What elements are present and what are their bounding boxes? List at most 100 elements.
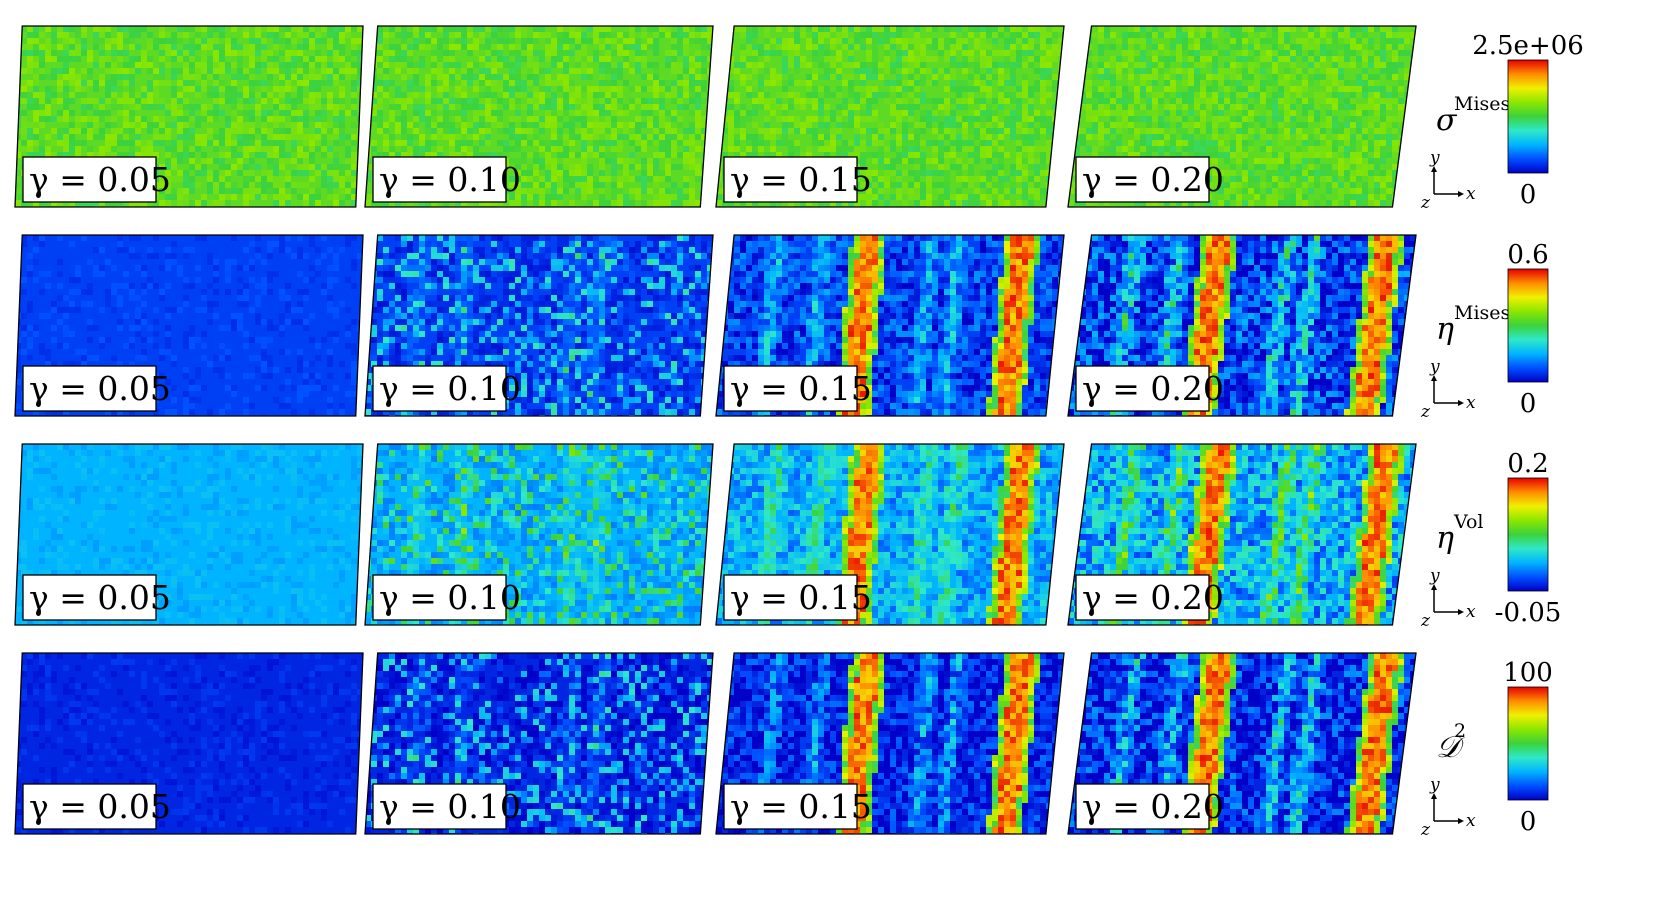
row-3: γ = 0.05 γ = 0.10 γ = 0.15 γ = 0.20 η Vol 0.2 -… — [14, 443, 1562, 631]
colorbar — [1507, 59, 1549, 174]
strain-label: γ = 0.10 — [379, 160, 521, 199]
axis-x-label: x — [1466, 184, 1476, 204]
strain-label-box — [22, 365, 157, 412]
strain-label: γ = 0.05 — [29, 160, 171, 199]
panel-r1-c2: γ = 0.10 — [364, 25, 714, 208]
panel-r3-c4: γ = 0.20 — [1067, 443, 1417, 626]
panel-r4-c2: γ = 0.10 — [364, 652, 714, 835]
quantity-label: η — [1436, 521, 1454, 556]
strain-label: γ = 0.05 — [29, 787, 171, 826]
axis-y-label: y — [1429, 566, 1440, 586]
panel-outline — [14, 234, 364, 417]
strain-label: γ = 0.05 — [29, 369, 171, 408]
panel-outline — [364, 234, 714, 417]
panel-r4-c1: γ = 0.05 — [14, 652, 364, 835]
strain-label: γ = 0.20 — [1082, 787, 1224, 826]
quantity-superscript: Mises — [1454, 93, 1510, 115]
strain-label-box — [1075, 574, 1210, 621]
panel-r2-c3: γ = 0.15 — [715, 234, 1065, 417]
colorbar-min-label: 0 — [1520, 180, 1537, 210]
axis-triad: x y z — [1420, 357, 1476, 422]
strain-label-box — [1075, 783, 1210, 830]
axis-z-label: z — [1420, 611, 1431, 631]
strain-label: γ = 0.20 — [1082, 369, 1224, 408]
axis-x-label: x — [1466, 602, 1476, 622]
quantity-superscript: 2 — [1454, 720, 1466, 742]
axis-x-label: x — [1466, 811, 1476, 831]
row-4: γ = 0.05 γ = 0.10 γ = 0.15 γ = 0.20𝒟21000xy… — [14, 652, 1553, 840]
panel-outline — [364, 25, 714, 208]
colorbar-max-label: 0.2 — [1507, 449, 1548, 479]
panel-outline — [1067, 234, 1417, 417]
panel-r4-c3: γ = 0.15 — [715, 652, 1065, 835]
strain-label: γ = 0.15 — [730, 787, 872, 826]
strain-label: γ = 0.10 — [379, 578, 521, 617]
panel-outline — [1067, 443, 1417, 626]
figure-root: γ = 0.05 γ = 0.10 γ = 0.15 γ = 0.20σMises2.… — [14, 25, 1584, 840]
strain-label: γ = 0.20 — [1082, 160, 1224, 199]
colorbar-min-label: 0 — [1520, 389, 1537, 419]
quantity-label: σ — [1436, 103, 1458, 138]
strain-label-box — [372, 783, 507, 830]
panel-outline — [715, 234, 1065, 417]
axis-z-label: z — [1420, 193, 1431, 213]
panel-outline — [364, 443, 714, 626]
panel-outline — [715, 443, 1065, 626]
panel-r1-c1: γ = 0.05 — [14, 25, 364, 208]
panel-r2-c2: γ = 0.10 — [364, 234, 714, 417]
strain-label: γ = 0.15 — [730, 160, 872, 199]
strain-label-box — [723, 365, 858, 412]
colorbar — [1507, 268, 1549, 383]
quantity-superscript: Vol — [1453, 511, 1484, 533]
strain-label-box — [723, 783, 858, 830]
axis-y-label: y — [1429, 148, 1440, 168]
colorbar-min-label: -0.05 — [1495, 598, 1562, 628]
panel-r2-c4: γ = 0.20 — [1067, 234, 1417, 417]
axis-triad: x y z — [1420, 775, 1476, 840]
colorbar-max-label: 2.5e+06 — [1472, 31, 1584, 61]
strain-label-box — [22, 574, 157, 621]
axis-triad: x y z — [1420, 148, 1476, 213]
strain-label-box — [22, 156, 157, 203]
axis-y-label: y — [1429, 357, 1440, 377]
strain-label-box — [372, 574, 507, 621]
strain-label: γ = 0.15 — [730, 578, 872, 617]
strain-label-box — [723, 574, 858, 621]
strain-label-box — [372, 365, 507, 412]
panel-outline — [1067, 652, 1417, 835]
panel-outline — [14, 25, 364, 208]
panel-r3-c2: γ = 0.10 — [364, 443, 714, 626]
panel-r4-c4: γ = 0.20 — [1067, 652, 1417, 835]
panel-r1-c4: γ = 0.20 — [1067, 25, 1417, 208]
strain-label-box — [1075, 365, 1210, 412]
strain-label-box — [22, 783, 157, 830]
quantity-superscript: Mises — [1454, 302, 1510, 324]
axis-z-label: z — [1420, 820, 1431, 840]
colorbar — [1507, 477, 1549, 592]
field-map — [365, 26, 713, 207]
strain-label: γ = 0.15 — [730, 369, 872, 408]
strain-label: γ = 0.10 — [379, 787, 521, 826]
colorbar — [1507, 686, 1549, 801]
panel-outline — [14, 652, 364, 835]
colorbar-max-label: 100 — [1503, 658, 1553, 688]
axis-x-label: x — [1466, 393, 1476, 413]
panel-outline — [14, 443, 364, 626]
strain-label-box — [372, 156, 507, 203]
strain-label-box — [1075, 156, 1210, 203]
colorbar-max-label: 0.6 — [1507, 240, 1548, 270]
panel-outline — [1067, 25, 1417, 208]
panel-r2-c1: γ = 0.05 — [14, 234, 364, 417]
axis-triad: x y z — [1420, 566, 1476, 631]
panel-outline — [715, 25, 1065, 208]
panel-r1-c3: γ = 0.15 — [715, 25, 1065, 208]
field-map — [1068, 653, 1416, 834]
strain-label-box — [723, 156, 858, 203]
panel-outline — [364, 652, 714, 835]
panel-r3-c1: γ = 0.05 — [14, 443, 364, 626]
colorbar-min-label: 0 — [1520, 807, 1537, 837]
axis-y-label: y — [1429, 775, 1440, 795]
row-2: γ = 0.05 γ = 0.10 γ = 0.15 γ = 0.20 η Mises 0.… — [14, 234, 1549, 422]
strain-label: γ = 0.20 — [1082, 578, 1224, 617]
